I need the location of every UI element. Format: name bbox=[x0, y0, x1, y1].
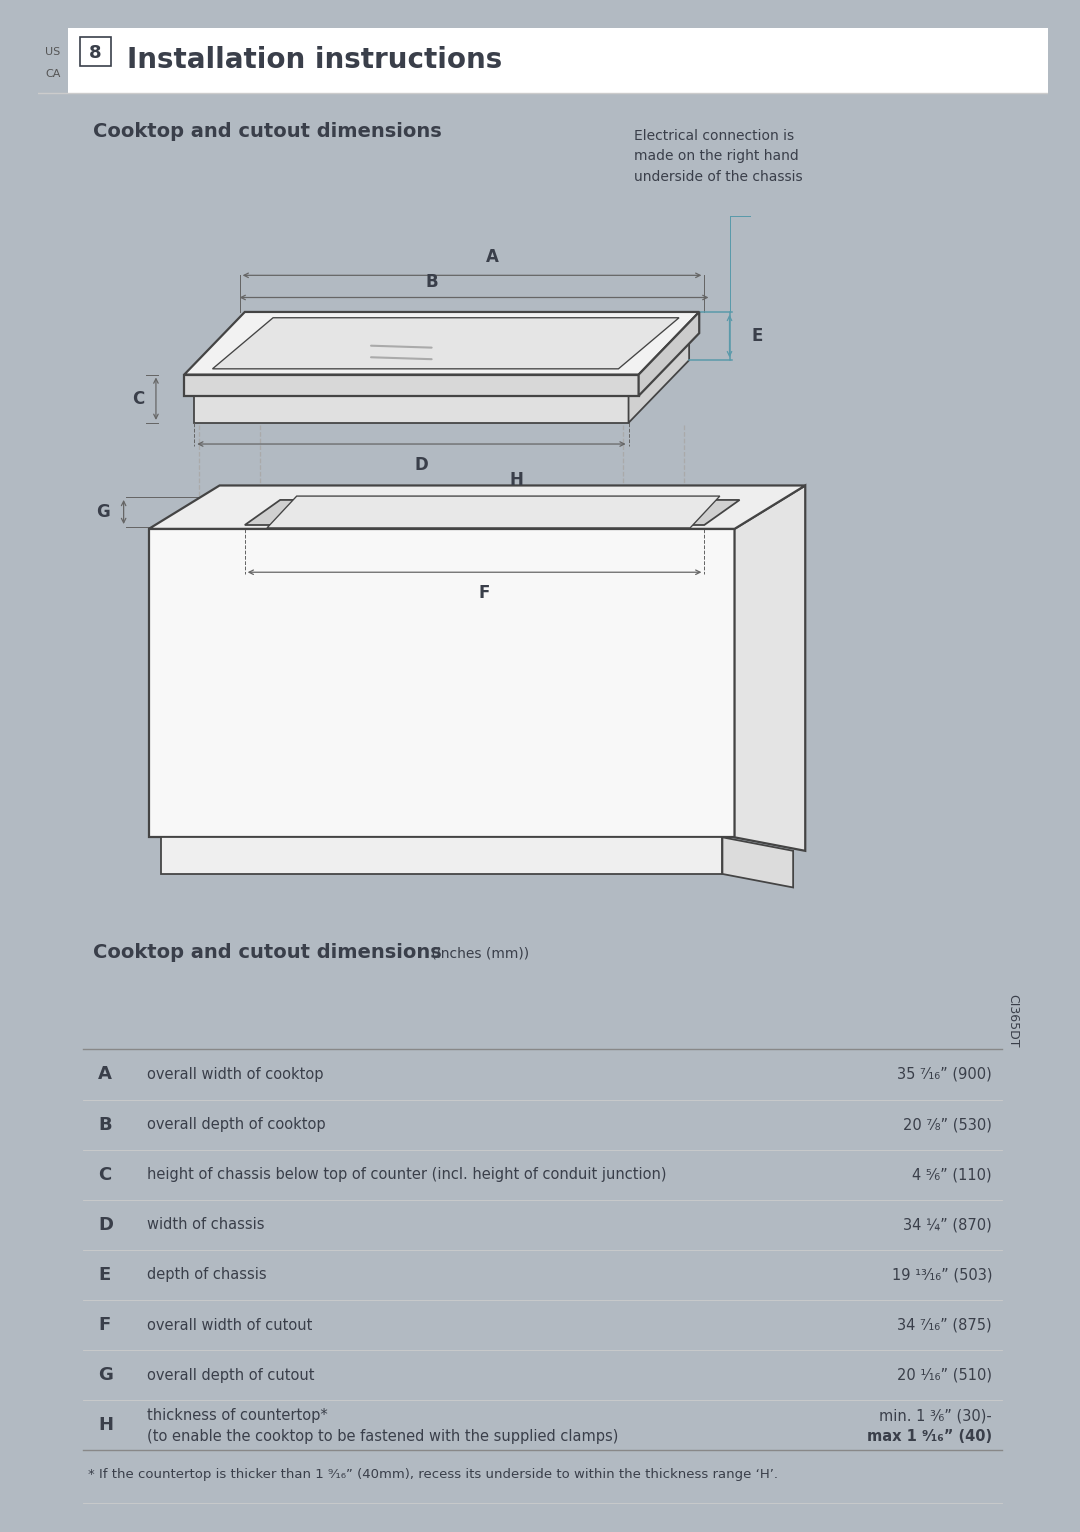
Text: CI365DT: CI365DT bbox=[1005, 994, 1018, 1048]
Text: 19 ¹³⁄₁₆” (503): 19 ¹³⁄₁₆” (503) bbox=[892, 1267, 993, 1282]
Polygon shape bbox=[213, 317, 679, 369]
Text: min. 1 ³⁄₆” (30)-: min. 1 ³⁄₆” (30)- bbox=[879, 1408, 993, 1423]
Polygon shape bbox=[194, 395, 629, 423]
Polygon shape bbox=[723, 838, 793, 887]
Bar bbox=[38, 28, 68, 115]
Text: E: E bbox=[752, 326, 764, 345]
Text: G: G bbox=[96, 502, 110, 521]
Text: Electrical connection is
made on the right hand
underside of the chassis: Electrical connection is made on the rig… bbox=[634, 129, 802, 184]
Text: G: G bbox=[98, 1367, 113, 1385]
Text: H: H bbox=[510, 472, 523, 489]
Text: width of chassis: width of chassis bbox=[147, 1218, 265, 1232]
Text: E: E bbox=[98, 1265, 110, 1284]
Text: Cooktop and cutout dimensions: Cooktop and cutout dimensions bbox=[93, 944, 442, 962]
Text: (inches (mm)): (inches (mm)) bbox=[427, 947, 529, 961]
Bar bbox=[38, 28, 1048, 93]
Text: D: D bbox=[415, 455, 429, 473]
Text: 34 ¼” (870): 34 ¼” (870) bbox=[903, 1218, 993, 1232]
Polygon shape bbox=[638, 313, 699, 395]
Text: B: B bbox=[426, 273, 437, 291]
Text: CA: CA bbox=[45, 69, 60, 78]
Text: 34 ⁷⁄₁₆” (875): 34 ⁷⁄₁₆” (875) bbox=[897, 1318, 993, 1333]
Text: height of chassis below top of counter (incl. height of conduit junction): height of chassis below top of counter (… bbox=[147, 1167, 666, 1183]
Text: F: F bbox=[98, 1316, 110, 1334]
Polygon shape bbox=[245, 499, 740, 525]
Text: D: D bbox=[98, 1216, 113, 1233]
Text: overall depth of cutout: overall depth of cutout bbox=[147, 1368, 314, 1383]
Text: Installation instructions: Installation instructions bbox=[126, 46, 502, 75]
Text: overall width of cutout: overall width of cutout bbox=[147, 1318, 312, 1333]
Text: overall depth of cooktop: overall depth of cooktop bbox=[147, 1117, 325, 1132]
Text: overall width of cooktop: overall width of cooktop bbox=[147, 1066, 323, 1082]
Text: H: H bbox=[98, 1417, 113, 1434]
Text: max 1 ⁹⁄₁₆” (40): max 1 ⁹⁄₁₆” (40) bbox=[867, 1429, 993, 1445]
Bar bbox=[80, 37, 110, 66]
Text: A: A bbox=[486, 248, 499, 265]
Bar bbox=[68, 28, 1048, 93]
Text: 20 ¹⁄₁₆” (510): 20 ¹⁄₁₆” (510) bbox=[897, 1368, 993, 1383]
Text: C: C bbox=[132, 389, 144, 408]
Text: A: A bbox=[98, 1065, 112, 1083]
Polygon shape bbox=[161, 838, 723, 873]
Text: 35 ⁷⁄₁₆” (900): 35 ⁷⁄₁₆” (900) bbox=[897, 1066, 993, 1082]
Polygon shape bbox=[734, 486, 806, 850]
Polygon shape bbox=[149, 486, 806, 529]
Polygon shape bbox=[267, 496, 719, 529]
Polygon shape bbox=[185, 313, 699, 375]
Text: depth of chassis: depth of chassis bbox=[147, 1267, 267, 1282]
Polygon shape bbox=[149, 529, 734, 838]
Text: B: B bbox=[98, 1115, 112, 1134]
Text: (to enable the cooktop to be fastened with the supplied clamps): (to enable the cooktop to be fastened wi… bbox=[147, 1429, 618, 1445]
Text: thickness of countertop*: thickness of countertop* bbox=[147, 1408, 327, 1423]
Text: Cooktop and cutout dimensions: Cooktop and cutout dimensions bbox=[93, 123, 442, 141]
Text: C: C bbox=[98, 1166, 111, 1184]
Text: F: F bbox=[478, 584, 490, 602]
Polygon shape bbox=[185, 375, 638, 395]
Text: 20 ⁷⁄₈” (530): 20 ⁷⁄₈” (530) bbox=[903, 1117, 993, 1132]
Text: US: US bbox=[45, 46, 60, 57]
Polygon shape bbox=[629, 332, 689, 423]
Text: 8: 8 bbox=[89, 43, 102, 61]
Text: 4 ⁵⁄₆” (110): 4 ⁵⁄₆” (110) bbox=[913, 1167, 993, 1183]
Text: * If the countertop is thicker than 1 ⁹⁄₁₆” (40mm), recess its underside to with: * If the countertop is thicker than 1 ⁹⁄… bbox=[89, 1468, 779, 1481]
